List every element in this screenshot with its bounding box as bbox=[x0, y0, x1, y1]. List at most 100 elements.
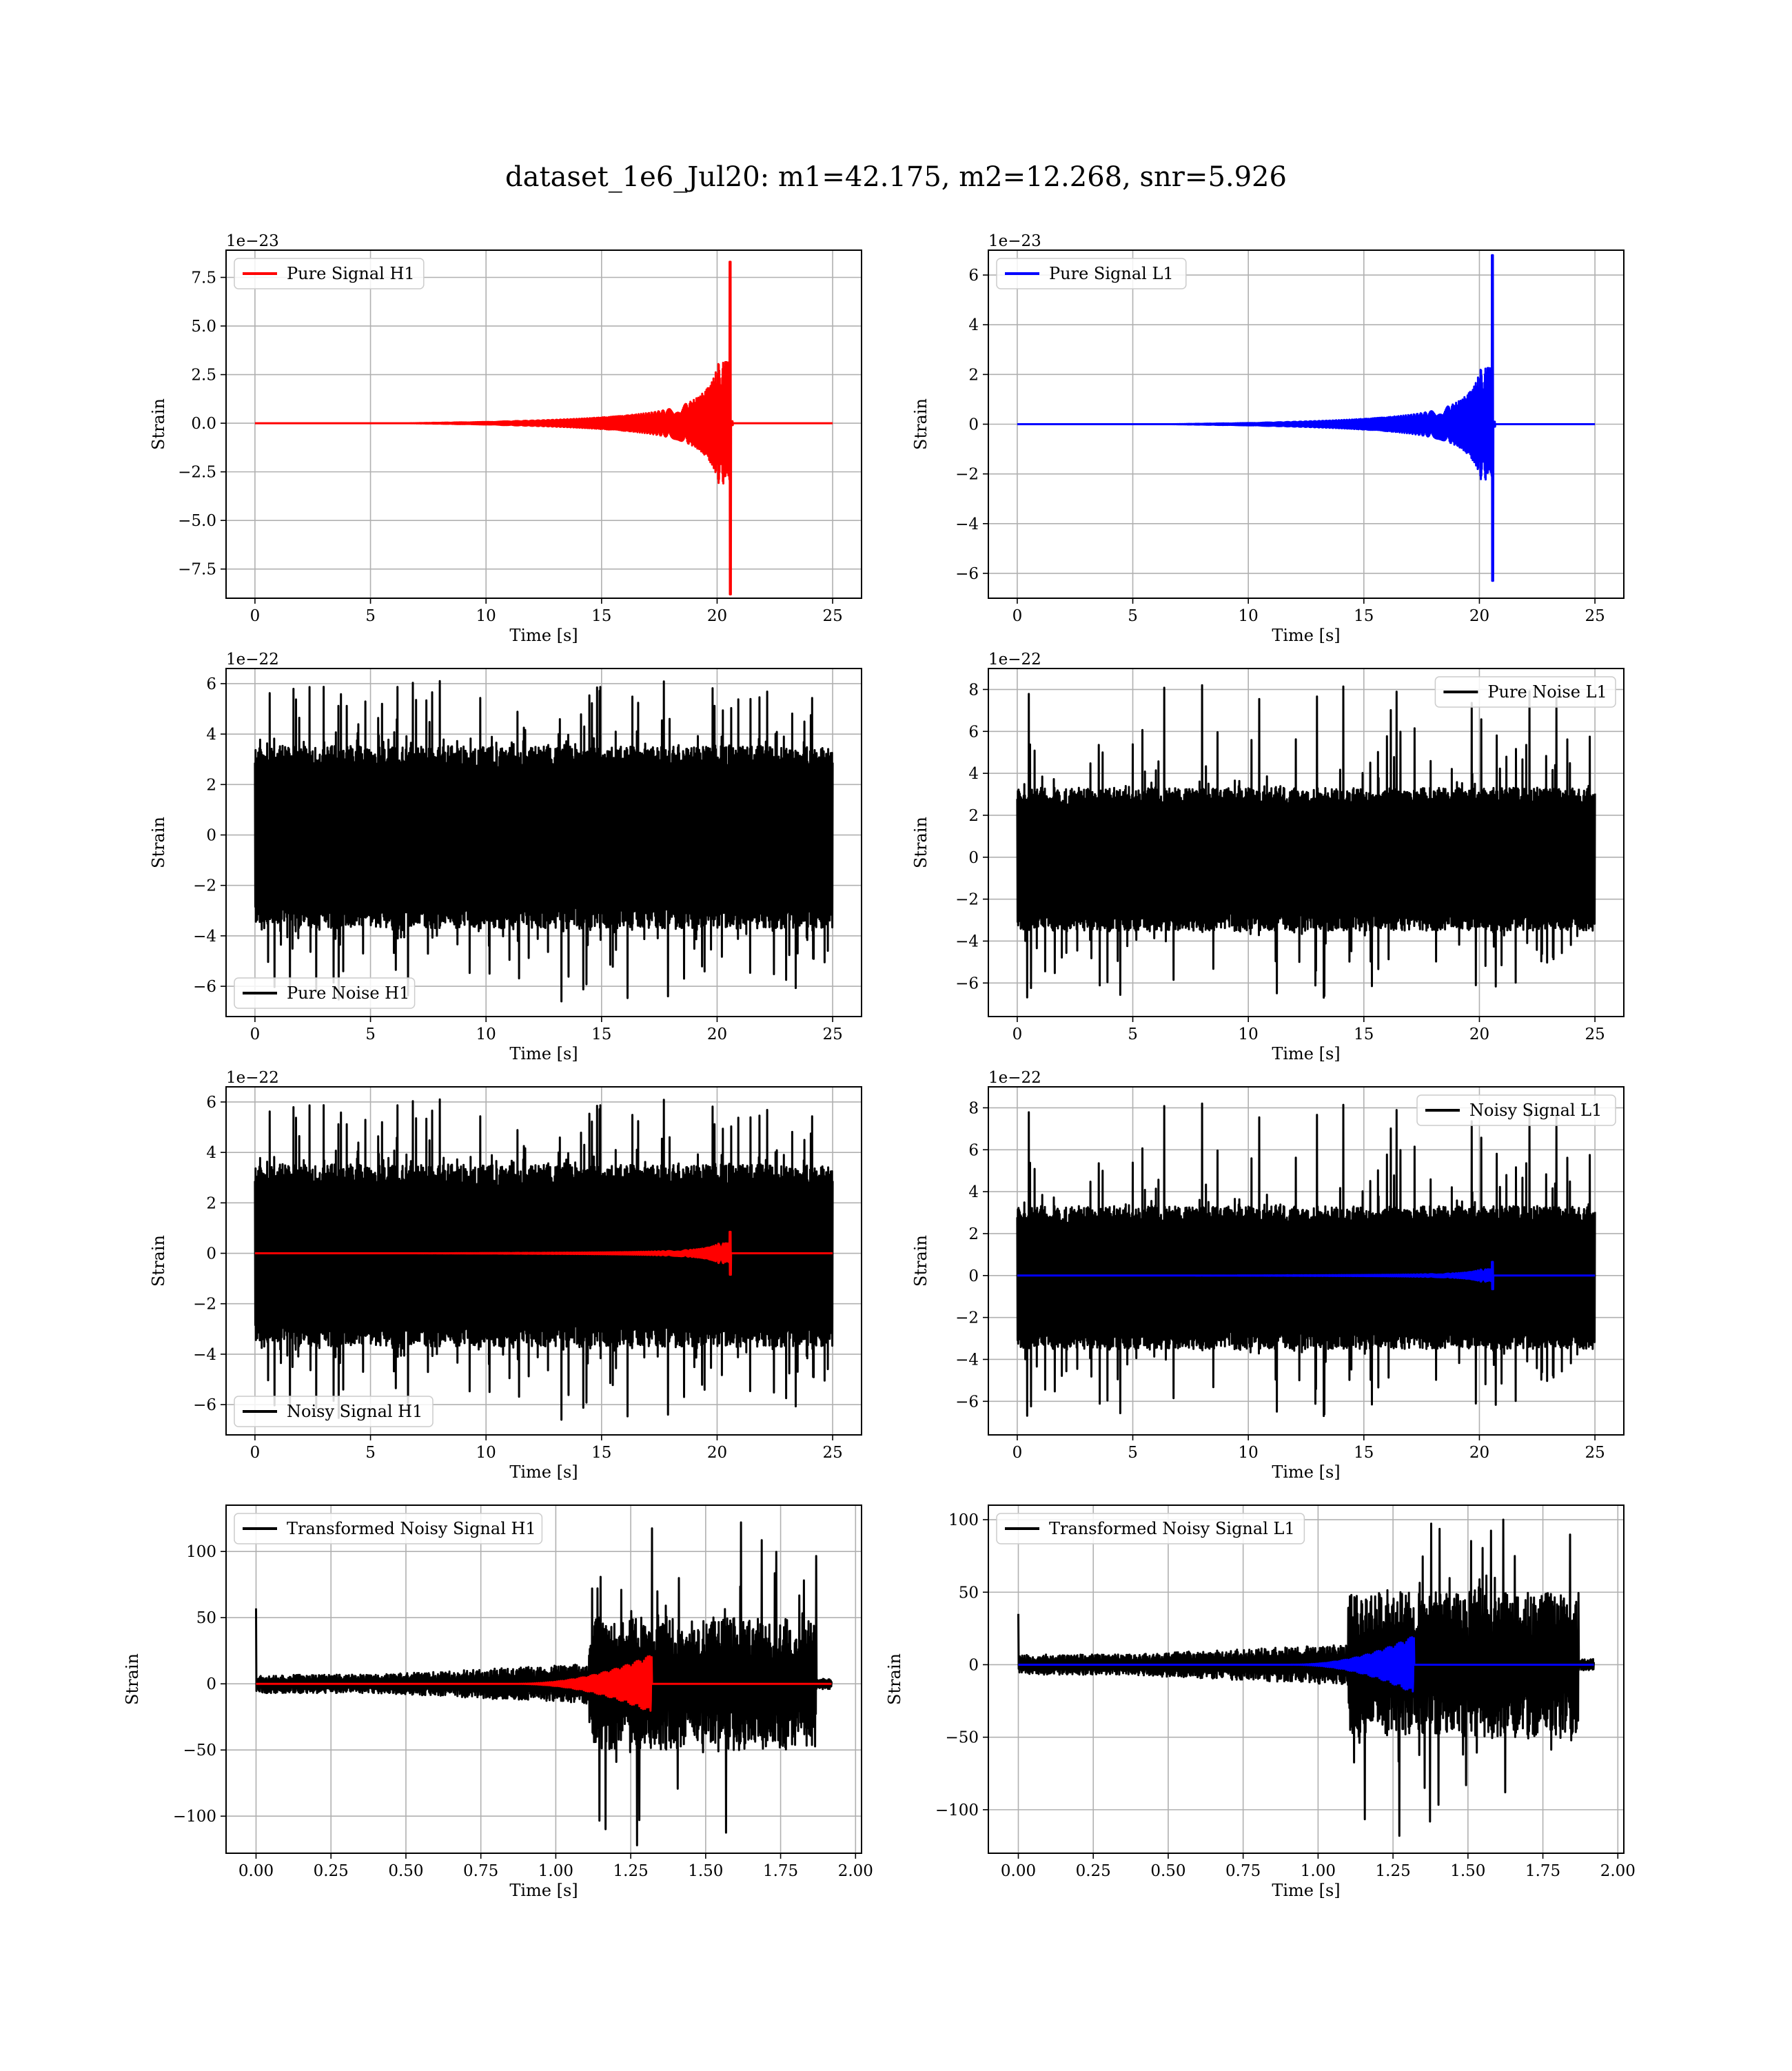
x-tick-label: 15 bbox=[1354, 1026, 1374, 1043]
x-tick-label: 25 bbox=[822, 607, 842, 625]
y-tick-label: 6 bbox=[968, 1141, 979, 1159]
axis-offset-label: 1e−22 bbox=[226, 651, 279, 669]
y-tick-label: 100 bbox=[186, 1543, 216, 1561]
x-axis-label: Time [s] bbox=[509, 1044, 578, 1063]
x-tick-label: 1.75 bbox=[763, 1862, 798, 1880]
legend-box bbox=[234, 977, 416, 1009]
legend: Noisy Signal H1 bbox=[234, 1396, 434, 1427]
y-tick-label: 0 bbox=[206, 1245, 216, 1263]
x-axis-label: Time [s] bbox=[509, 626, 578, 645]
y-tick-label: 0 bbox=[968, 1267, 979, 1285]
axes-frame bbox=[225, 1504, 862, 1854]
y-tick-label: 5.0 bbox=[191, 318, 216, 336]
subplot-7: 0.00 0.25 0.50 0.75 1.00 1.25 1.50 1.75 2.00 −100… bbox=[123, 1504, 873, 1900]
series-line bbox=[1017, 1518, 1595, 1837]
x-tick-label: 25 bbox=[1585, 1444, 1605, 1462]
y-tick-label: −4 bbox=[193, 928, 216, 946]
axis-offset-label: 1e−22 bbox=[988, 1069, 1041, 1087]
x-tick-label: 5 bbox=[1128, 607, 1138, 625]
y-tick-label: 2 bbox=[968, 1225, 979, 1243]
x-tick-label: 5 bbox=[1128, 1444, 1138, 1462]
axis-offset-label: 1e−23 bbox=[226, 232, 279, 250]
x-tick-label: 10 bbox=[476, 1444, 496, 1462]
y-tick-label: −100 bbox=[173, 1808, 216, 1826]
series-line bbox=[255, 1521, 833, 1846]
x-axis-label: Time [s] bbox=[1272, 1044, 1340, 1063]
legend-box bbox=[234, 1513, 543, 1544]
y-axis-label: Strain bbox=[149, 398, 168, 450]
legend-box bbox=[1416, 1094, 1616, 1126]
y-axis-label: Strain bbox=[149, 1235, 168, 1287]
x-tick-label: 0.50 bbox=[1150, 1862, 1185, 1880]
x-tick-label: 0 bbox=[1012, 1026, 1023, 1043]
figure-title: dataset_1e6_Jul20: m1=42.175, m2=12.268,… bbox=[505, 161, 1287, 193]
y-tick-label: −2 bbox=[955, 891, 979, 909]
y-tick-label: 4 bbox=[968, 765, 979, 783]
x-tick-label: 20 bbox=[1469, 607, 1489, 625]
axes-frame bbox=[988, 1086, 1625, 1436]
x-tick-label: 10 bbox=[1239, 607, 1259, 625]
x-tick-label: 1.25 bbox=[1376, 1862, 1411, 1880]
y-tick-label: −4 bbox=[955, 516, 979, 533]
x-axis-label: Time [s] bbox=[1272, 1462, 1340, 1482]
x-tick-label: 15 bbox=[591, 607, 611, 625]
series-line bbox=[1017, 1636, 1595, 1693]
legend: Transformed Noisy Signal H1 bbox=[234, 1513, 543, 1544]
y-tick-label: −6 bbox=[955, 1393, 979, 1411]
x-tick-label: 5 bbox=[1128, 1026, 1138, 1043]
x-tick-label: 15 bbox=[591, 1026, 611, 1043]
y-tick-label: 6 bbox=[206, 675, 216, 693]
y-tick-label: 0 bbox=[968, 416, 979, 434]
y-tick-label: 2 bbox=[206, 776, 216, 794]
subplot-6: 0 5 10 15 20 25 −6 −4 −2 0 2 4 6 8 Time [s] Strain 1e−22… bbox=[911, 1069, 1625, 1482]
y-axis-label: Strain bbox=[911, 817, 930, 868]
axes-frame bbox=[225, 1086, 862, 1436]
y-tick-label: 0 bbox=[968, 1656, 979, 1674]
series-line bbox=[1016, 684, 1596, 999]
x-tick-label: 0.25 bbox=[1076, 1862, 1111, 1880]
y-tick-label: 4 bbox=[968, 316, 979, 334]
x-tick-label: 1.50 bbox=[1450, 1862, 1485, 1880]
legend: Pure Noise H1 bbox=[234, 977, 416, 1009]
subplot-4: 0 5 10 15 20 25 −6 −4 −2 0 2 4 6 8 Time [s] Strain 1e−22… bbox=[911, 651, 1625, 1063]
y-axis-label: Strain bbox=[123, 1653, 142, 1705]
x-tick-label: 20 bbox=[707, 1444, 727, 1462]
y-tick-label: 100 bbox=[948, 1511, 979, 1529]
series-line bbox=[1016, 1102, 1596, 1418]
legend-box bbox=[996, 258, 1187, 289]
x-tick-label: 20 bbox=[707, 607, 727, 625]
y-tick-label: −50 bbox=[945, 1729, 979, 1747]
x-tick-label: 5 bbox=[365, 1444, 376, 1462]
y-tick-label: −100 bbox=[935, 1802, 979, 1819]
x-tick-label: 5 bbox=[365, 607, 376, 625]
x-tick-label: 0.00 bbox=[1001, 1862, 1036, 1880]
x-tick-label: 10 bbox=[476, 607, 496, 625]
axis-offset-label: 1e−22 bbox=[226, 1069, 279, 1087]
x-tick-label: 25 bbox=[822, 1026, 842, 1043]
y-tick-label: 0.0 bbox=[191, 415, 216, 433]
series-line bbox=[254, 1230, 834, 1276]
legend-entry: Transformed Noisy Signal H1 bbox=[287, 1519, 536, 1538]
y-tick-label: 0 bbox=[968, 849, 979, 867]
x-tick-label: 1.50 bbox=[688, 1862, 723, 1880]
x-tick-label: 10 bbox=[1239, 1026, 1259, 1043]
legend-entry: Transformed Noisy Signal L1 bbox=[1049, 1519, 1295, 1538]
y-tick-label: −2 bbox=[955, 466, 979, 484]
x-tick-label: 0.75 bbox=[1225, 1862, 1261, 1880]
x-tick-label: 1.00 bbox=[538, 1862, 573, 1880]
x-tick-label: 2.00 bbox=[1600, 1862, 1636, 1880]
x-tick-label: 10 bbox=[476, 1026, 496, 1043]
y-tick-label: −7.5 bbox=[178, 561, 216, 579]
y-tick-label: 4 bbox=[206, 1144, 216, 1162]
y-tick-label: −6 bbox=[955, 565, 979, 583]
y-tick-label: 2 bbox=[968, 366, 979, 384]
x-tick-label: 20 bbox=[1469, 1444, 1489, 1462]
y-axis-label: Strain bbox=[911, 398, 930, 450]
axes-frame bbox=[988, 668, 1625, 1017]
legend-entry: Pure Noise H1 bbox=[287, 983, 409, 1003]
x-tick-label: 0.25 bbox=[314, 1862, 349, 1880]
subplot-1: 0 5 10 15 20 25 −7.5 −5.0 −2.5 0.0 2.5 5.0 7.5 Time [… bbox=[149, 232, 862, 645]
x-tick-label: 25 bbox=[1585, 1026, 1605, 1043]
